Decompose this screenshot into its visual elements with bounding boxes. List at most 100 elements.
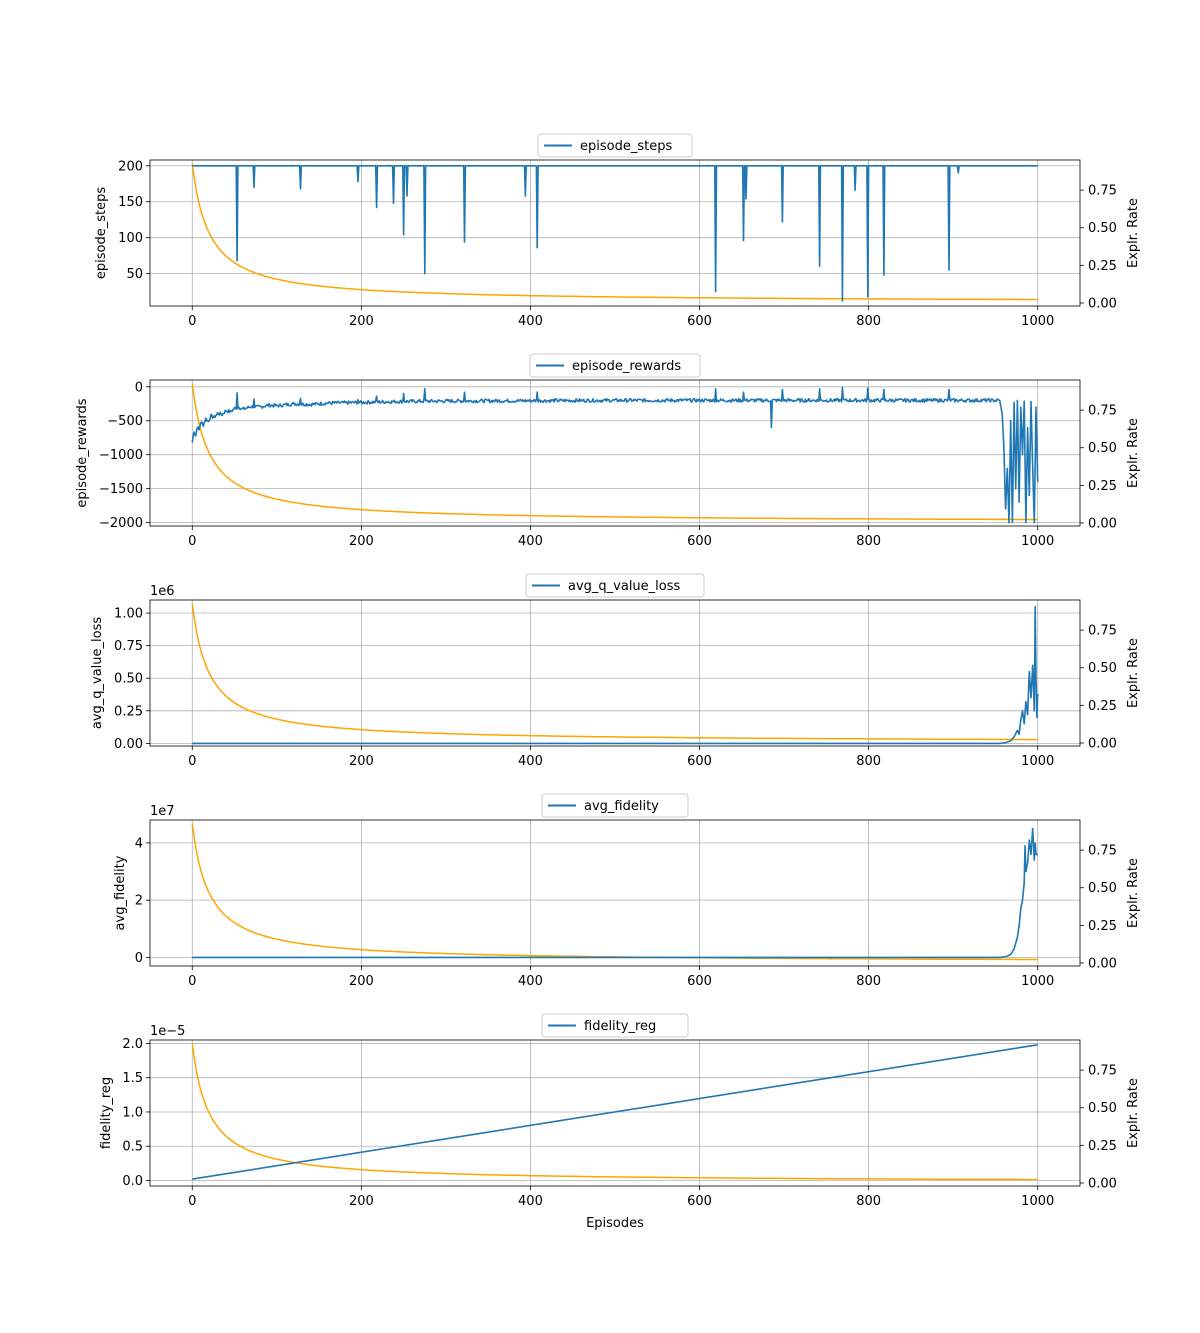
x-tick-label: 800: [856, 534, 881, 549]
series-line-fidelity_reg: [192, 1044, 1038, 1180]
exploration-rate-line: [191, 823, 1038, 961]
y-tick-label: −1000: [99, 448, 143, 463]
right-y-tick-label: 0.25: [1088, 1139, 1117, 1154]
right-y-tick-label: 0.50: [1088, 221, 1117, 236]
axes-frame: [149, 819, 1081, 967]
x-tick-label: 200: [349, 314, 374, 329]
x-tick-label: 0: [188, 974, 196, 989]
x-tick-label: 1000: [1021, 1194, 1054, 1209]
x-tick-label: 600: [687, 754, 712, 769]
y-tick-label: 200: [118, 159, 143, 174]
subplot-episode_rewards: 0 200 400 600 800 1000 −2000 −1500 −1000 −500 0 0.0…: [75, 353, 1141, 549]
x-tick-label: 200: [349, 974, 374, 989]
y-tick-label: 0.0: [122, 1174, 143, 1189]
y-axis-label: avg_q_value_loss: [90, 617, 105, 730]
right-y-tick-label: 0.75: [1088, 404, 1117, 419]
exploration-rate-line: [191, 163, 1038, 301]
legend-box: [529, 353, 701, 378]
right-axis-label: Explr. Rate: [1126, 198, 1141, 268]
subplot-episode_steps: 0 200 400 600 800 1000 50 100 150 200 0.00 0.25 0.50…: [94, 133, 1141, 329]
subplot-avg_q_value_loss: 0 200 400 600 800 1000 0.00 0.25 0.50 0.75 1.00 0.0…: [90, 573, 1141, 769]
y-tick-label: 1.00: [114, 607, 143, 622]
x-tick-label: 400: [518, 534, 543, 549]
y-tick-label: −500: [107, 414, 143, 429]
y-tick-label: 2: [135, 894, 143, 909]
x-axis-label: Episodes: [586, 1216, 644, 1231]
right-axis-label: Explr. Rate: [1126, 638, 1141, 708]
y-tick-label: 0.50: [114, 672, 143, 687]
x-tick-label: 200: [349, 534, 374, 549]
y-tick-label: 2.0: [122, 1037, 143, 1052]
right-axis-label: Explr. Rate: [1126, 418, 1141, 488]
y-tick-label: 0: [135, 951, 143, 966]
series-line-avg_fidelity: [192, 827, 1038, 959]
right-y-tick-label: 0.00: [1088, 516, 1117, 531]
legend-box: [541, 1013, 689, 1038]
axes-frame: [149, 379, 1081, 527]
series-line-episode_steps: [192, 165, 1038, 302]
x-tick-label: 0: [188, 534, 196, 549]
exploration-rate-line: [191, 1043, 1038, 1181]
subplot-avg_fidelity: 0 200 400 600 800 1000 0 2 4 0.00 0.25 0.50 0.75 1e7 a…: [113, 793, 1141, 989]
right-y-tick-label: 0.00: [1088, 736, 1117, 751]
x-tick-label: 600: [687, 974, 712, 989]
y-tick-label: 0: [135, 380, 143, 395]
y-tick-label: 1.5: [122, 1071, 143, 1086]
y-tick-label: 0.75: [114, 639, 143, 654]
y-axis-label: avg_fidelity: [113, 855, 128, 930]
right-y-tick-label: 0.75: [1088, 624, 1117, 639]
x-tick-label: 800: [856, 1194, 881, 1209]
y-axis-label: episode_rewards: [75, 398, 90, 507]
y-tick-label: 0.00: [114, 737, 143, 752]
x-tick-label: 1000: [1021, 754, 1054, 769]
x-tick-label: 0: [188, 754, 196, 769]
axes-frame: [149, 1039, 1081, 1187]
y-tick-label: 0.25: [114, 704, 143, 719]
x-tick-label: 800: [856, 754, 881, 769]
y-tick-label: 4: [135, 836, 143, 851]
x-tick-label: 400: [518, 314, 543, 329]
x-tick-label: 1000: [1021, 314, 1054, 329]
subplot-fidelity_reg: 0 200 400 600 800 1000 0.0 0.5 1.0 1.5 2.0 0.00 0.25…: [99, 1013, 1141, 1209]
right-y-tick-label: 0.00: [1088, 296, 1117, 311]
y-axis-label: episode_steps: [94, 187, 109, 279]
x-tick-label: 800: [856, 314, 881, 329]
x-tick-label: 600: [687, 534, 712, 549]
y-tick-label: 150: [118, 195, 143, 210]
exploration-rate-line: [191, 603, 1038, 741]
axes-frame: [149, 159, 1081, 307]
offset-text: 1e6: [150, 584, 175, 599]
legend-box: [537, 133, 693, 158]
exploration-rate-line: [191, 383, 1038, 521]
y-tick-label: 100: [118, 231, 143, 246]
right-axis-label: Explr. Rate: [1126, 1078, 1141, 1148]
right-y-tick-label: 0.25: [1088, 919, 1117, 934]
x-tick-label: 0: [188, 1194, 196, 1209]
series-line-episode_rewards: [191, 386, 1039, 524]
x-tick-label: 600: [687, 1194, 712, 1209]
right-y-tick-label: 0.00: [1088, 956, 1117, 971]
y-tick-label: −1500: [99, 482, 143, 497]
right-y-tick-label: 0.75: [1088, 184, 1117, 199]
offset-text: 1e7: [150, 804, 175, 819]
x-tick-label: 800: [856, 974, 881, 989]
x-tick-label: 200: [349, 1194, 374, 1209]
x-tick-label: 600: [687, 314, 712, 329]
y-tick-label: 50: [126, 267, 143, 282]
right-axis-label: Explr. Rate: [1126, 858, 1141, 928]
right-y-tick-label: 0.50: [1088, 441, 1117, 456]
x-tick-label: 1000: [1021, 974, 1054, 989]
legend-label: avg_q_value_loss: [568, 579, 681, 594]
right-y-tick-label: 0.25: [1088, 259, 1117, 274]
y-tick-label: 0.5: [122, 1140, 143, 1155]
legend-label: episode_steps: [580, 139, 672, 154]
right-y-tick-label: 0.50: [1088, 661, 1117, 676]
y-tick-label: −2000: [99, 516, 143, 531]
x-tick-label: 200: [349, 754, 374, 769]
right-y-tick-label: 0.50: [1088, 1101, 1117, 1116]
legend-label: episode_rewards: [572, 359, 681, 374]
y-axis-label: fidelity_reg: [99, 1077, 114, 1149]
axes-frame: [149, 599, 1081, 747]
right-y-tick-label: 0.25: [1088, 479, 1117, 494]
